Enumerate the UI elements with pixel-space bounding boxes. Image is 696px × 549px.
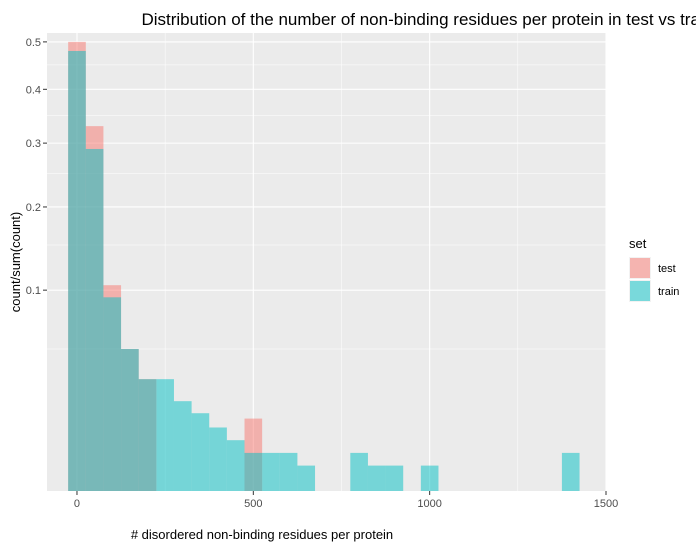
y-tick-label: 0.1	[26, 285, 41, 297]
x-tick-label: 1000	[417, 498, 441, 510]
bar-train	[121, 348, 139, 491]
bar-train	[244, 452, 263, 491]
y-tick-label: 0.3	[26, 138, 41, 150]
x-axis-title: # disordered non-binding residues per pr…	[131, 527, 393, 542]
chart-title: Distribution of the number of non-bindin…	[141, 10, 696, 29]
bar-train	[226, 440, 245, 491]
legend-title: set	[629, 236, 647, 251]
minor-gridlines	[47, 33, 606, 491]
bar-train	[297, 465, 316, 491]
x-tick-label: 500	[244, 498, 262, 510]
y-axis-title: count/sum(count)	[8, 212, 23, 312]
y-tick-label: 0.2	[26, 202, 41, 214]
bar-train	[138, 379, 157, 491]
bar-train	[85, 148, 104, 491]
bar-train	[173, 401, 192, 491]
y-axis: 0.1 0.2 0.3 0.4 0.5	[26, 37, 47, 297]
legend-key-train	[630, 281, 650, 301]
bar-train	[191, 413, 210, 491]
bar-train	[367, 465, 386, 491]
legend-key-test	[630, 258, 650, 278]
y-tick-label: 0.5	[26, 37, 41, 49]
bar-train	[385, 465, 404, 491]
bar-train	[561, 452, 580, 491]
bar-train	[420, 465, 439, 491]
bar-train	[103, 297, 122, 491]
bar-train	[68, 50, 86, 491]
x-axis: 0 500 1000 1500	[74, 491, 618, 510]
legend-label-train: train	[658, 286, 679, 298]
bar-train	[209, 427, 227, 491]
legend: set test train	[629, 236, 679, 302]
series-train	[68, 50, 580, 491]
bar-train	[279, 452, 298, 491]
legend-label-test: test	[658, 263, 676, 275]
histogram-bars	[68, 41, 580, 492]
bar-train	[350, 452, 368, 491]
bar-train	[156, 379, 174, 491]
y-tick-label: 0.4	[26, 84, 41, 96]
x-tick-label: 0	[74, 498, 80, 510]
x-tick-label: 1500	[594, 498, 618, 510]
bar-train	[262, 452, 280, 491]
